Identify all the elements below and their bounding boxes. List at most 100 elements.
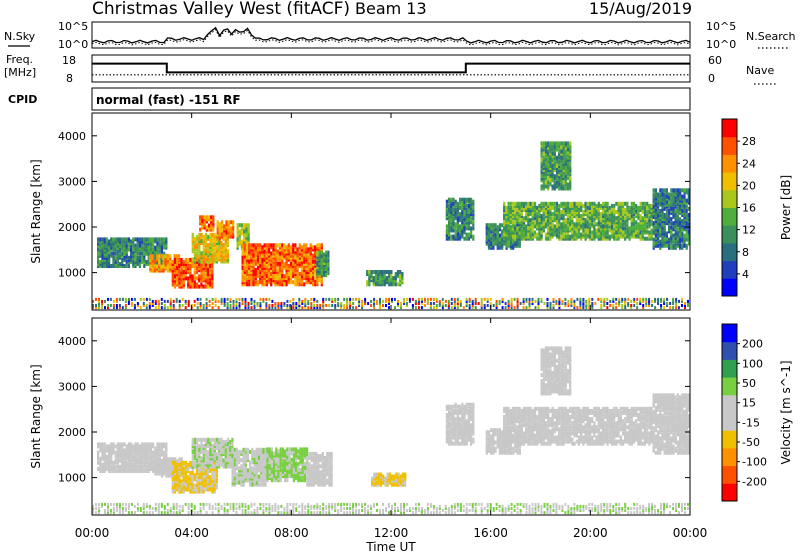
echo-cell — [628, 205, 631, 210]
echo-cell — [637, 216, 640, 221]
echo-cell — [374, 278, 378, 283]
echo-cell — [149, 256, 152, 261]
echo-cell — [612, 304, 615, 307]
echo-cell — [597, 208, 600, 212]
echo-cell — [204, 266, 207, 271]
echo-cell — [130, 239, 133, 244]
echo-cell — [97, 467, 100, 471]
echo-cell — [265, 282, 268, 287]
echo-cell — [562, 214, 565, 219]
echo-cell — [163, 471, 166, 476]
echo-cell — [507, 236, 510, 241]
echo-cell — [670, 237, 673, 242]
echo-cell — [267, 257, 271, 262]
echo-cell — [672, 237, 675, 242]
date-label: 15/Aug/2019 — [589, 0, 692, 18]
echo-cell — [645, 302, 648, 305]
echo-cell — [241, 265, 244, 270]
echo-cell — [549, 205, 552, 210]
echo-cell — [189, 485, 192, 490]
echo-cell — [496, 237, 499, 242]
echo-cell — [101, 249, 104, 254]
echo-cell — [127, 454, 130, 459]
echo-cell — [108, 262, 111, 266]
echo-cell — [683, 190, 686, 195]
echo-cell — [325, 304, 328, 307]
echo-cell — [553, 153, 556, 158]
echo-cell — [553, 164, 556, 168]
echo-cell — [138, 462, 141, 467]
echo-cell — [588, 222, 592, 227]
echo-cell — [544, 236, 548, 241]
echo-cell — [261, 253, 264, 258]
echo-cell — [571, 230, 574, 235]
echo-cell — [652, 208, 655, 213]
echo-cell — [562, 180, 565, 185]
echo-cell — [685, 229, 688, 234]
echo-cell — [569, 168, 572, 173]
echo-cell — [564, 234, 567, 239]
echo-cell — [189, 268, 192, 273]
echo-cell — [346, 299, 349, 303]
echo-cell — [313, 306, 316, 310]
nave-tick-bottom: 0 — [708, 72, 715, 85]
echo-cell — [525, 216, 528, 221]
echo-cell — [121, 257, 124, 262]
echo-cell — [101, 306, 103, 310]
echo-cell — [632, 210, 636, 214]
echo-cell — [211, 302, 214, 305]
echo-cell — [512, 239, 515, 244]
echo-cell — [189, 284, 192, 289]
echo-cell — [195, 284, 199, 289]
echo-cell — [540, 205, 543, 210]
echo-cell — [670, 241, 673, 246]
echo-cell — [505, 243, 508, 248]
echo-cell — [547, 208, 550, 212]
echo-cell — [200, 262, 203, 266]
echo-cell — [608, 216, 611, 221]
echo-cell — [316, 247, 319, 252]
echo-cell — [474, 299, 477, 303]
echo-cell — [573, 208, 576, 212]
echo-cell — [167, 471, 170, 476]
echo-cell — [281, 261, 284, 266]
echo-cell — [149, 462, 152, 467]
echo-cell — [683, 243, 686, 248]
echo-cell — [187, 477, 190, 482]
echo-cell — [334, 297, 337, 301]
echo-cell — [641, 216, 644, 221]
echo-cell — [119, 262, 122, 266]
echo-cell — [617, 212, 620, 217]
echo-cell — [149, 247, 152, 252]
echo-cell — [101, 253, 104, 258]
echo-cell — [679, 237, 682, 242]
echo-cell — [511, 201, 515, 206]
echo-cell — [272, 270, 275, 274]
echo-cell — [158, 450, 161, 455]
echo-cell — [127, 462, 130, 467]
echo-cell — [687, 304, 689, 307]
echo-cell — [646, 212, 649, 217]
echo-cell — [211, 262, 214, 266]
echo-cell — [285, 253, 288, 258]
echo-cell — [125, 237, 128, 242]
echo-cell — [265, 247, 268, 252]
echo-cell — [606, 236, 609, 241]
echo-cell — [441, 304, 444, 307]
echo-cell — [633, 297, 636, 301]
echo-cell — [536, 216, 539, 221]
echo-cell — [571, 224, 574, 229]
echo-cell — [153, 260, 156, 265]
echo-cell — [513, 306, 516, 310]
echo-cell — [553, 212, 556, 217]
echo-cell — [283, 247, 286, 252]
echo-cell — [463, 201, 466, 206]
echo-cell — [349, 304, 352, 307]
echo-cell — [584, 212, 587, 217]
echo-cell — [669, 306, 672, 310]
echo-cell — [621, 306, 624, 310]
echo-cell — [520, 228, 523, 233]
echo-cell — [685, 200, 688, 205]
echo-cell — [130, 462, 133, 467]
echo-cell — [272, 243, 275, 248]
